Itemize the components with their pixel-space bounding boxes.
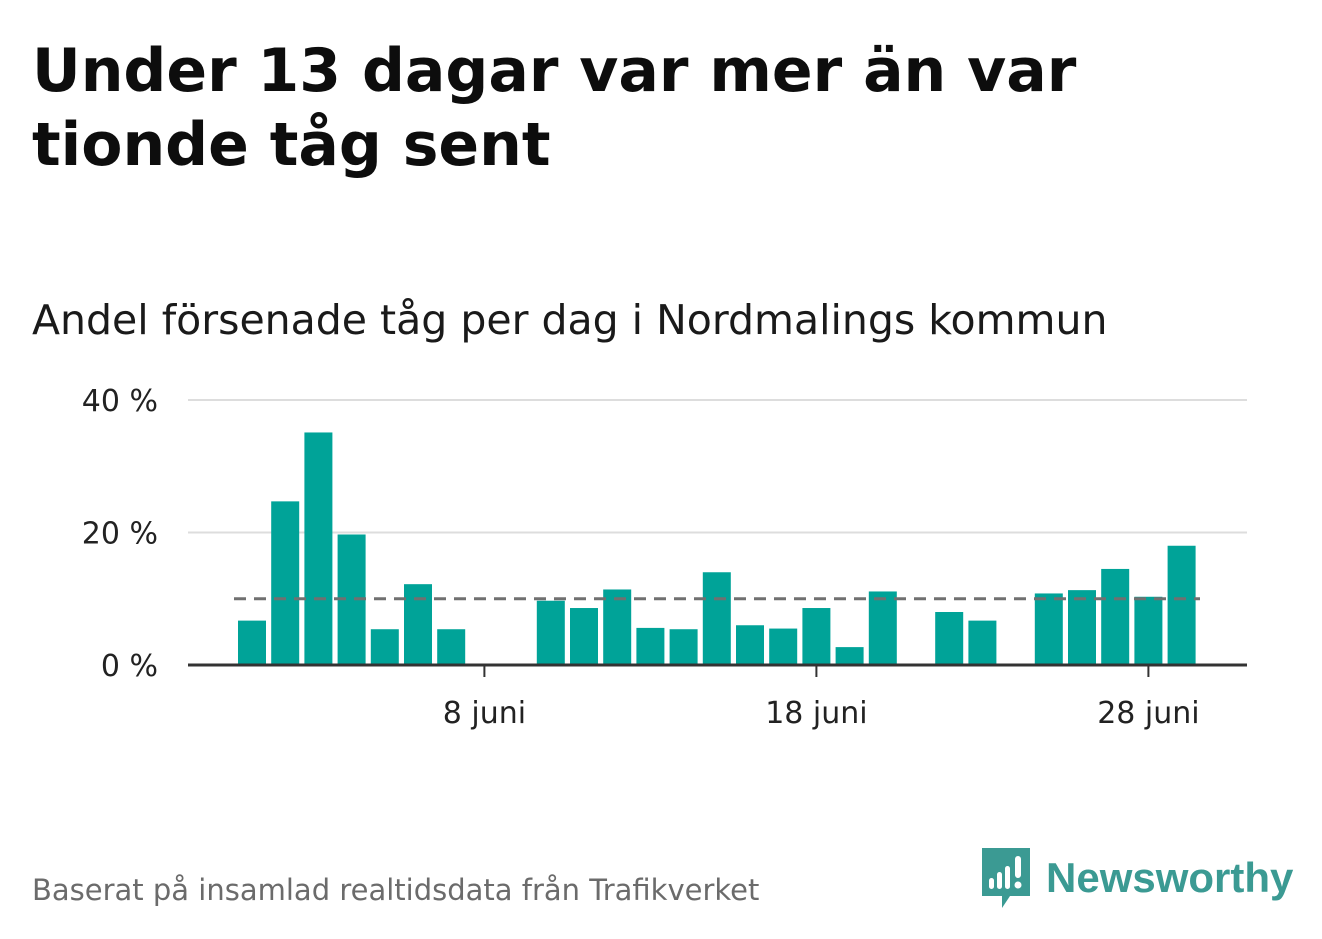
bar-day-13 [636,627,665,665]
chart-subtitle: Andel försenade tåg per dag i Nordmaling… [32,296,1108,344]
bar-day-23 [968,620,997,665]
bar-day-10 [536,600,565,665]
bar-day-3 [304,432,333,665]
bar-day-25 [1034,593,1063,665]
bars [238,432,1196,665]
bar-day-16 [736,625,764,665]
x-tick-label: 18 juni [765,696,867,731]
newsworthy-logo-icon [982,848,1030,908]
bar-day-18 [802,608,831,665]
y-tick-label: 0 % [101,649,158,684]
bar-day-2 [271,501,300,665]
bar-day-27 [1101,568,1130,665]
bar-day-28 [1134,596,1163,665]
bar-day-15 [702,572,731,665]
grid-lines [188,399,1247,534]
x-tick-label: 8 juni [443,696,526,731]
brand-name: Newsworthy [1046,854,1294,901]
bar-day-20 [868,591,897,665]
bar-day-17 [769,628,798,665]
axes: 0 % 20 % 40 % 8 juni 18 juni 28 juni [82,384,1247,731]
bar-chart: 0 % 20 % 40 % 8 juni 18 juni 28 juni [82,384,1247,731]
bar-day-29 [1167,545,1196,665]
chart-title: Under 13 dagar var mer än var tionde tåg… [32,36,1077,180]
y-tick-label: 20 % [82,517,158,552]
bar-day-22 [935,612,964,665]
bar-day-26 [1068,590,1096,665]
bar-day-6 [404,584,432,665]
bar-day-11 [570,608,598,665]
bar-day-5 [370,629,399,665]
bar-day-1 [238,620,266,665]
brand-logo[interactable]: Newsworthy [980,846,1293,910]
bar-day-19 [835,647,864,665]
bar-day-14 [669,629,698,665]
source-note: Baserat på insamlad realtidsdata från Tr… [32,873,760,907]
bar-day-7 [437,629,466,665]
y-tick-label: 40 % [82,384,158,419]
x-tick-label: 28 juni [1097,696,1199,731]
bar-day-12 [603,589,632,665]
